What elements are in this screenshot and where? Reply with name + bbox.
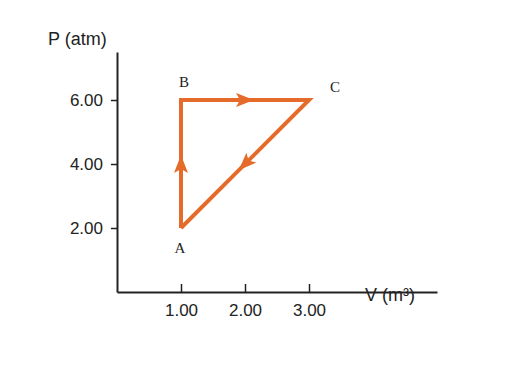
tick: 6.00: [70, 91, 117, 110]
tick-label: 2.00: [70, 219, 103, 238]
direction-arrow: [234, 153, 257, 176]
x-axis: 1.00 2.00 3.00: [118, 284, 438, 320]
tick-label: 2.00: [229, 301, 262, 320]
tick-label: 6.00: [70, 91, 103, 110]
tick-mark: [111, 100, 117, 102]
tick-mark: [111, 228, 117, 230]
x-axis-title: V (m³): [365, 285, 415, 305]
tick: 4.00: [70, 155, 117, 174]
tick: 2.00: [70, 219, 117, 238]
point-label: C: [330, 79, 340, 95]
chart: 2.00 4.00 6.00 1.00 2.00 3.00 P (atm) V (m³) A B C: [0, 0, 521, 367]
tick-label: 3.00: [293, 301, 326, 320]
direction-arrow: [174, 155, 188, 173]
tick: 3.00: [293, 284, 326, 320]
tick: 2.00: [229, 284, 262, 320]
tick: 1.00: [165, 284, 198, 320]
tick-label: 1.00: [165, 301, 198, 320]
cycle-line: [181, 100, 309, 228]
tick-mark: [245, 284, 247, 292]
tick-label: 4.00: [70, 155, 103, 174]
tick-mark: [181, 284, 183, 292]
direction-arrow: [236, 93, 254, 107]
tick-mark: [309, 284, 311, 292]
plot-area: [174, 93, 309, 228]
point-label: B: [179, 74, 189, 90]
tick-mark: [111, 164, 117, 166]
y-axis: 2.00 4.00 6.00: [70, 53, 118, 293]
y-axis-title: P (atm): [48, 29, 107, 49]
point-label: A: [175, 240, 186, 256]
axis-line: [117, 53, 119, 293]
